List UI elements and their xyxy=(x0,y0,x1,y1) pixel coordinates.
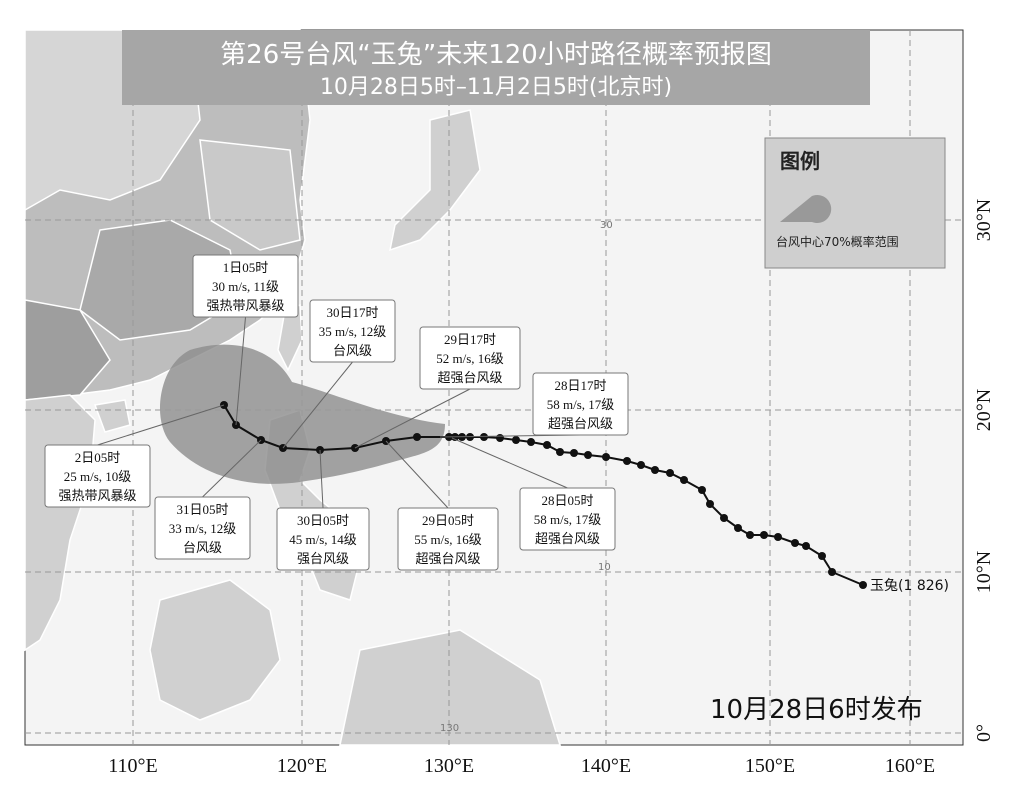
annotation-level: 超强台风级 xyxy=(548,416,613,431)
track-point xyxy=(706,500,714,508)
track-point xyxy=(720,514,728,522)
lon-label: 140°E xyxy=(581,755,631,777)
annotation-time: 29日17时 xyxy=(444,332,496,347)
annotation-wind: 58 m/s, 17级 xyxy=(534,512,602,527)
track-point xyxy=(480,433,488,441)
track-point xyxy=(818,552,826,560)
annotation-box xyxy=(419,326,521,390)
axis-labels: 110°E 120°E 130°E 140°E 150°E 160°E 0° 1… xyxy=(108,199,995,777)
track-point xyxy=(637,461,645,469)
annotation-box xyxy=(309,299,396,363)
leader-line xyxy=(282,361,353,449)
annotation-time: 29日05时 xyxy=(422,513,474,528)
annotation-time: 28日17时 xyxy=(554,378,606,393)
annotation-level: 强台风级 xyxy=(297,551,349,566)
annotation-level: 强热带风暴级 xyxy=(206,298,284,313)
track-point xyxy=(774,533,782,541)
annotation-level: 超强台风级 xyxy=(415,551,480,566)
title-bar xyxy=(122,30,870,105)
annotation-time: 1日05时 xyxy=(223,260,269,275)
track-point xyxy=(556,448,564,456)
annotation-box xyxy=(44,444,151,508)
track-point xyxy=(760,531,768,539)
track-point xyxy=(859,581,867,589)
annotation-wind: 25 m/s, 10级 xyxy=(64,469,132,484)
track-point xyxy=(680,476,688,484)
lat-label: 30°N xyxy=(973,199,995,241)
annotation-level: 台风级 xyxy=(333,343,372,358)
track-point xyxy=(666,469,674,477)
annotation-box xyxy=(154,496,251,560)
track-point xyxy=(570,449,578,457)
annotation-wind: 30 m/s, 11级 xyxy=(212,279,279,294)
annotation-wind: 52 m/s, 16级 xyxy=(436,351,504,366)
annotation-time: 30日05时 xyxy=(297,513,349,528)
lon-label: 160°E xyxy=(885,755,935,777)
annotation-box xyxy=(276,507,370,571)
leader-line xyxy=(235,316,246,426)
legend-icon xyxy=(780,195,832,224)
annotation-wind: 33 m/s, 12级 xyxy=(169,521,237,536)
annotation-wind: 58 m/s, 17级 xyxy=(547,397,615,412)
legend-label: 台风中心70%概率范围 xyxy=(776,234,899,249)
leader-line xyxy=(97,404,225,446)
annotation-box xyxy=(192,254,299,318)
track-point xyxy=(584,451,592,459)
annotation-level: 强热带风暴级 xyxy=(58,488,136,503)
annotation-box xyxy=(532,372,629,436)
track-point xyxy=(413,433,421,441)
grid-label: 10 xyxy=(598,562,611,573)
title: 第26号台风“玉兔”未来120小时路径概率预报图 xyxy=(220,40,772,70)
legend-title: 图例 xyxy=(780,149,820,173)
grid-label: 130 xyxy=(440,723,459,734)
track-point xyxy=(623,457,631,465)
annotation-wind: 45 m/s, 14级 xyxy=(289,532,357,547)
track-point xyxy=(602,453,610,461)
track-point xyxy=(746,531,754,539)
leader-line xyxy=(319,449,324,509)
annotation-box xyxy=(519,487,616,551)
track-point xyxy=(698,486,706,494)
subtitle: 10月28日5时–11月2日5时(北京时) xyxy=(320,75,672,100)
annotation-level: 超强台风级 xyxy=(437,370,502,385)
track-point xyxy=(512,436,520,444)
annotation-box xyxy=(397,507,499,571)
grid-label: 30 xyxy=(600,220,613,231)
track-point xyxy=(496,434,504,442)
track-point xyxy=(791,539,799,547)
leader-line xyxy=(451,437,568,489)
lon-label: 150°E xyxy=(745,755,795,777)
annotation-wind: 35 m/s, 12级 xyxy=(319,324,387,339)
track-point xyxy=(802,542,810,550)
leader-line xyxy=(354,388,471,449)
track-point xyxy=(543,441,551,449)
lat-label: 20°N xyxy=(973,389,995,431)
annotation-time: 31日05时 xyxy=(176,502,228,517)
track-point xyxy=(527,438,535,446)
lon-label: 130°E xyxy=(424,755,474,777)
lon-label: 110°E xyxy=(108,755,157,777)
track-point xyxy=(828,568,836,576)
track-point xyxy=(651,466,659,474)
annotation-wind: 55 m/s, 16级 xyxy=(414,532,482,547)
typhoon-label: 玉兔(1 826) xyxy=(870,578,949,594)
annotation-level: 台风级 xyxy=(183,540,222,555)
lon-label: 120°E xyxy=(277,755,327,777)
leader-line xyxy=(202,439,262,498)
annotation-time: 30日17时 xyxy=(326,305,378,320)
track-points xyxy=(220,401,867,589)
legend-box xyxy=(764,137,946,269)
annotation-level: 超强台风级 xyxy=(535,531,600,546)
track-point xyxy=(734,524,742,532)
annotation-time: 28日05时 xyxy=(541,493,593,508)
lat-label: 10°N xyxy=(973,551,995,593)
lat-label: 0° xyxy=(973,724,995,742)
release-time: 10月28日6时发布 xyxy=(710,695,923,725)
annotation-time: 2日05时 xyxy=(75,450,121,465)
leader-line xyxy=(385,440,449,509)
